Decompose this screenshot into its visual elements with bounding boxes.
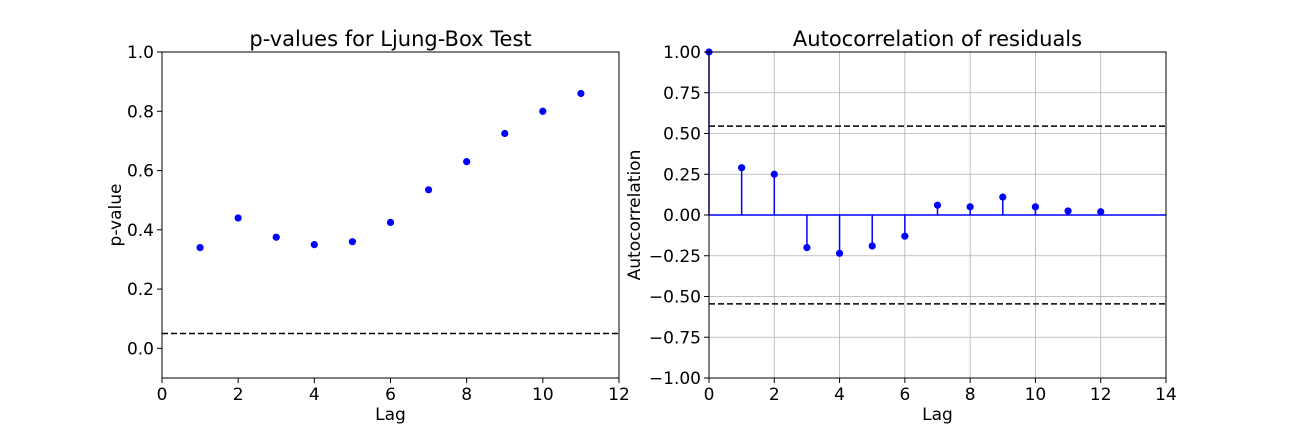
chart-title: p-values for Ljung-Box Test bbox=[249, 27, 531, 51]
x-tick-label: 2 bbox=[233, 385, 244, 405]
y-axis-label: Autocorrelation bbox=[625, 150, 645, 281]
autocorrelation-chart: 0 2 4 6 8 10 12 14 −1.00 −0.75 −0.50 −0.25 0.00 0.25 0… bbox=[625, 27, 1177, 425]
x-tick-label: 12 bbox=[608, 385, 630, 405]
y-tick-label: 0.50 bbox=[663, 125, 701, 145]
x-tick-label: 6 bbox=[899, 385, 910, 405]
x-tick-label: 0 bbox=[157, 385, 168, 405]
x-tick-label: 10 bbox=[532, 385, 554, 405]
axes-frame bbox=[161, 51, 620, 379]
data-point bbox=[424, 186, 433, 194]
x-tick-label: 8 bbox=[461, 385, 472, 405]
y-tick-label: −1.00 bbox=[649, 369, 701, 389]
y-axis-label: p-value bbox=[106, 184, 126, 247]
data-point bbox=[310, 241, 318, 249]
y-tick-label: 1.0 bbox=[127, 43, 154, 63]
data-point bbox=[539, 107, 547, 115]
chart-title: Autocorrelation of residuals bbox=[793, 27, 1082, 51]
x-tick-label: 12 bbox=[1090, 385, 1112, 405]
data-point bbox=[463, 158, 471, 166]
y-tick-label: 0.6 bbox=[127, 162, 154, 182]
x-axis-label: Lag bbox=[375, 405, 406, 425]
y-tick-label: 0.00 bbox=[663, 206, 701, 226]
y-tick-label: 0.0 bbox=[127, 339, 154, 359]
data-point bbox=[803, 244, 811, 252]
data-point bbox=[234, 214, 242, 222]
x-tick-label: 2 bbox=[769, 385, 780, 405]
data-point bbox=[196, 244, 204, 252]
y-tick-label: 0.4 bbox=[127, 221, 154, 241]
x-tick-label: 14 bbox=[1155, 385, 1177, 405]
y-tick-label: 0.25 bbox=[663, 165, 701, 185]
data-point bbox=[966, 203, 974, 211]
x-tick-label: 4 bbox=[309, 385, 320, 405]
data-point bbox=[868, 242, 876, 250]
x-tick-label: 10 bbox=[1025, 385, 1047, 405]
data-point bbox=[577, 89, 585, 98]
x-tick-label: 8 bbox=[965, 385, 976, 405]
data-point bbox=[901, 232, 909, 240]
data-point bbox=[770, 170, 778, 178]
x-tick-label: 4 bbox=[834, 385, 845, 405]
y-tick-label: 0.8 bbox=[127, 102, 154, 122]
data-point bbox=[272, 233, 280, 241]
data-point bbox=[999, 193, 1007, 201]
data-point bbox=[501, 129, 509, 138]
data-point bbox=[386, 218, 395, 227]
x-tick-label: 0 bbox=[704, 385, 715, 405]
y-tick-label: −0.75 bbox=[649, 328, 701, 348]
data-point bbox=[835, 249, 844, 257]
y-tick-label: 0.75 bbox=[663, 84, 701, 104]
data-point bbox=[1097, 208, 1105, 216]
y-tick-label: −0.25 bbox=[649, 247, 701, 267]
data-point bbox=[738, 164, 746, 172]
y-tick-label: 1.00 bbox=[663, 43, 701, 63]
data-point bbox=[1064, 207, 1072, 215]
x-axis-label: Lag bbox=[922, 405, 953, 425]
y-tick-label: 0.2 bbox=[127, 280, 154, 300]
data-point bbox=[933, 201, 942, 209]
x-tick-label: 6 bbox=[385, 385, 396, 405]
ljung-box-chart: 0 2 4 6 8 10 12 0.0 0.2 0.4 0.6 0.8 1.0 p-values for … bbox=[106, 27, 630, 425]
data-point bbox=[1031, 203, 1040, 211]
data-point bbox=[348, 238, 357, 246]
y-tick-label: −0.50 bbox=[649, 288, 701, 308]
